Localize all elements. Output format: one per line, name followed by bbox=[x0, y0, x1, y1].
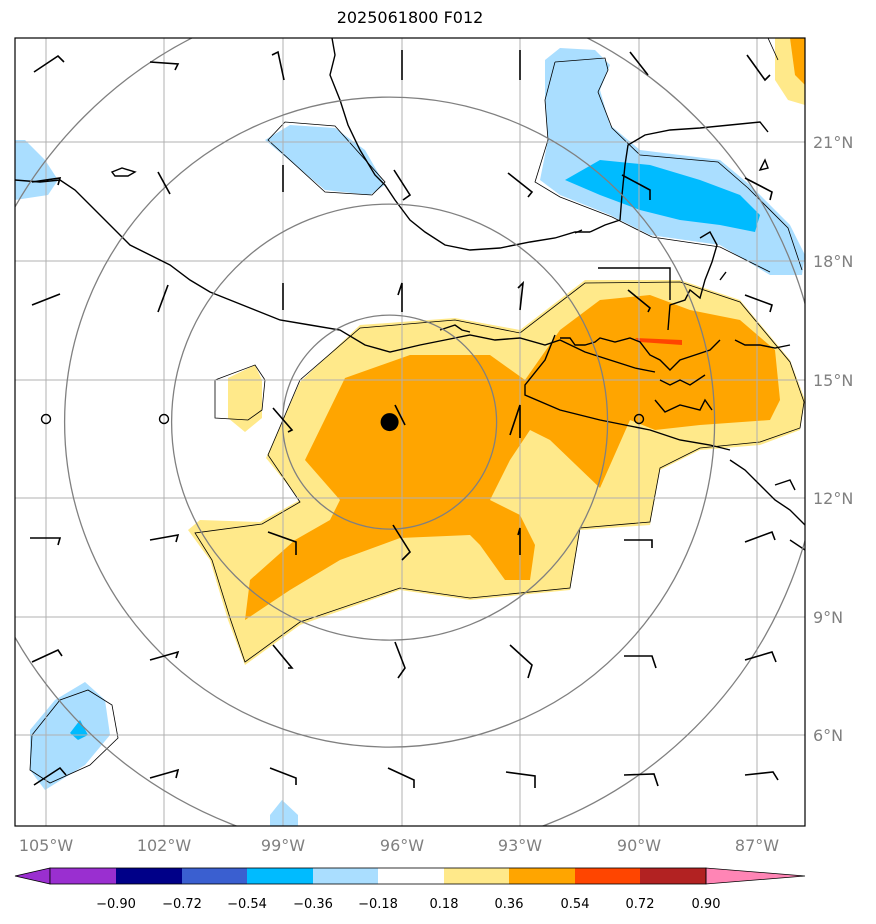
colorbar-extend-high bbox=[705, 867, 806, 885]
anomaly-contours bbox=[29, 38, 805, 784]
lon-tick-105w: 105°W bbox=[19, 836, 74, 855]
colorbar-labels: −0.90 −0.72 −0.54 −0.36 −0.18 0.18 0.36 … bbox=[96, 897, 720, 912]
colorbar-swatch-9 bbox=[640, 868, 706, 884]
map-frame bbox=[14, 37, 806, 827]
lat-tick-15n: 15°N bbox=[813, 371, 853, 390]
colorbar-label: 0.90 bbox=[692, 897, 721, 912]
lon-tick-96w: 96°W bbox=[380, 836, 424, 855]
colorbar-swatch-5 bbox=[378, 868, 444, 884]
colorbar-label: −0.90 bbox=[96, 897, 136, 912]
colorbar: −0.90 −0.72 −0.54 −0.36 −0.18 0.18 0.36 … bbox=[14, 867, 806, 912]
lat-tick-18n: 18°N bbox=[813, 252, 853, 271]
colorbar-label: 0.54 bbox=[561, 897, 590, 912]
lon-tick-87w: 87°W bbox=[735, 836, 779, 855]
storm-center-marker bbox=[380, 413, 399, 432]
lon-tick-labels: 105°W 102°W 99°W 96°W 93°W 90°W 87°W bbox=[19, 836, 779, 855]
lat-tick-labels: 6°N 9°N 12°N 15°N 18°N 21°N bbox=[813, 133, 853, 745]
lon-tick-90w: 90°W bbox=[617, 836, 661, 855]
colorbar-swatch-6 bbox=[444, 868, 509, 884]
colorbar-label: −0.18 bbox=[358, 897, 398, 912]
colorbar-label: 0.18 bbox=[430, 897, 459, 912]
map-area bbox=[15, 38, 805, 826]
colorbar-swatch-8 bbox=[575, 868, 640, 884]
lat-tick-12n: 12°N bbox=[813, 489, 853, 508]
colorbar-label: −0.72 bbox=[162, 897, 202, 912]
range-rings bbox=[15, 38, 805, 826]
negative-anomaly-weak-south bbox=[270, 800, 298, 826]
negative-anomaly-weak-west bbox=[15, 140, 58, 200]
colorbar-swatch-1 bbox=[116, 868, 182, 884]
lat-tick-21n: 21°N bbox=[813, 133, 853, 152]
wind-barbs bbox=[30, 50, 779, 788]
colorbar-extend-low bbox=[14, 867, 51, 885]
negative-anomaly-moderate-ne bbox=[565, 160, 760, 232]
colorbar-label: −0.54 bbox=[227, 897, 267, 912]
colorbar-swatch-4 bbox=[313, 868, 378, 884]
lon-tick-102w: 102°W bbox=[137, 836, 192, 855]
colorbar-label: −0.36 bbox=[293, 897, 333, 912]
colorbar-outline bbox=[49, 867, 707, 885]
negative-anomaly-weak-sw bbox=[30, 682, 110, 790]
positive-anomaly-moderate-ne bbox=[790, 38, 805, 85]
lat-tick-9n: 9°N bbox=[813, 608, 843, 627]
positive-anomaly-weak-small bbox=[228, 365, 262, 432]
colorbar-swatch-7 bbox=[509, 868, 575, 884]
colorbar-swatch-0 bbox=[50, 868, 116, 884]
map-title: 2025061800 F012 bbox=[336, 8, 484, 27]
coastlines bbox=[15, 38, 805, 551]
calm-wind-markers bbox=[40, 413, 645, 425]
lon-tick-99w: 99°W bbox=[261, 836, 305, 855]
colorbar-swatch-3 bbox=[247, 868, 313, 884]
colorbar-label: 0.72 bbox=[626, 897, 655, 912]
lon-tick-93w: 93°W bbox=[498, 836, 542, 855]
colorbar-label: 0.36 bbox=[495, 897, 524, 912]
colorbar-swatch-2 bbox=[182, 868, 247, 884]
lat-tick-6n: 6°N bbox=[813, 726, 843, 745]
positive-anomaly-strong bbox=[635, 338, 682, 345]
positive-anomaly-moderate bbox=[245, 295, 780, 620]
